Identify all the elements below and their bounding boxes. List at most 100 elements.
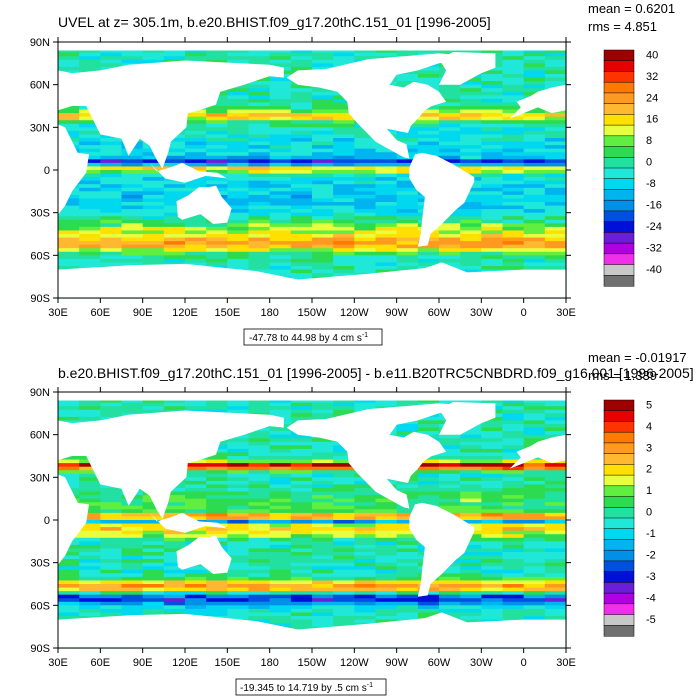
field-cell [502,123,525,128]
field-cell [354,52,377,57]
field-cell [481,187,504,192]
field-cell [333,566,355,571]
field-cell [248,616,271,621]
field-cell [227,523,250,528]
field-cell [227,477,250,482]
field-cell [375,198,398,203]
field-cell [290,466,313,471]
field-cell [312,251,334,256]
field-cell [100,173,123,178]
field-cell [481,49,504,54]
field-cell [481,141,504,146]
field-cell [481,134,504,139]
field-cell [269,566,292,571]
field-cell [502,148,525,153]
field-cell [79,406,101,411]
field-cell [481,166,504,171]
field-cell [269,477,292,482]
field-cell [354,255,377,260]
field-cell [248,98,271,104]
field-cell [375,502,398,507]
field-cell [290,134,313,139]
field-cell [523,52,546,57]
field-cell [417,74,440,79]
field-cell [58,480,80,486]
field-cell [206,159,228,164]
field-cell [100,56,123,61]
x-tick-label: 60E [91,307,111,319]
field-cell [269,184,292,189]
field-cell [248,241,271,246]
field-cell [185,406,207,411]
field-cell [79,555,101,560]
field-cell [227,141,250,146]
field-cell [312,244,334,249]
field-cell [269,52,292,57]
field-cell [544,251,567,256]
field-cell [544,120,567,125]
field-cell [439,116,461,121]
field-cell [439,488,461,493]
field-cell [460,598,482,603]
field-cell [523,413,546,418]
field-cell [121,552,144,557]
field-cell [100,562,123,567]
field-cell [185,498,207,503]
field-cell [163,555,186,560]
field-cell [417,120,440,125]
field-cell [79,552,101,557]
field-cell [227,134,250,139]
field-cell [100,166,123,171]
field-cell [142,409,165,414]
field-cell [481,434,504,439]
field-cell [185,477,207,482]
field-cell [544,399,567,404]
field-cell [460,491,482,496]
field-cell [481,255,504,260]
field-cell [269,502,292,507]
field-cell [544,170,567,175]
field-cell [312,127,334,132]
field-cell [227,402,250,407]
field-cell [79,130,101,136]
field-cell [439,591,461,596]
x-tick-label: 30E [556,657,576,669]
field-cell [185,155,207,160]
field-cell [439,566,461,571]
colorbar-label: 24 [646,92,658,104]
field-cell [185,237,207,242]
field-cell [523,427,546,432]
field-cell [79,477,101,482]
field-cell [544,495,567,500]
field-cell [502,74,525,79]
field-cell [185,166,207,171]
field-cell [227,194,250,200]
field-cell [79,248,101,253]
field-cell [227,573,250,578]
field-cell [290,612,313,617]
field-cell [417,251,440,256]
field-cell [333,448,355,454]
field-cell [121,159,144,164]
field-cell [121,219,144,224]
field-cell [290,591,313,596]
field-cell [227,116,250,121]
colorbar-swatch [603,60,635,73]
chart-title: UVEL at z= 305.1m, b.e20.BHIST.f09_g17.2… [58,14,491,30]
field-cell [269,258,292,264]
field-cell [523,491,546,496]
field-cell [396,145,419,150]
field-cell [100,244,123,249]
field-cell [375,509,398,514]
field-cell [460,605,482,610]
field-cell [227,170,250,175]
field-cell [100,512,123,518]
field-cell [439,498,461,503]
field-cell [312,445,334,450]
field-cell [269,106,292,111]
field-cell [269,612,292,617]
field-cell [523,509,546,514]
field-cell [248,262,271,267]
colorbar-label: -32 [646,243,662,255]
x-tick-label: 90W [385,307,408,319]
